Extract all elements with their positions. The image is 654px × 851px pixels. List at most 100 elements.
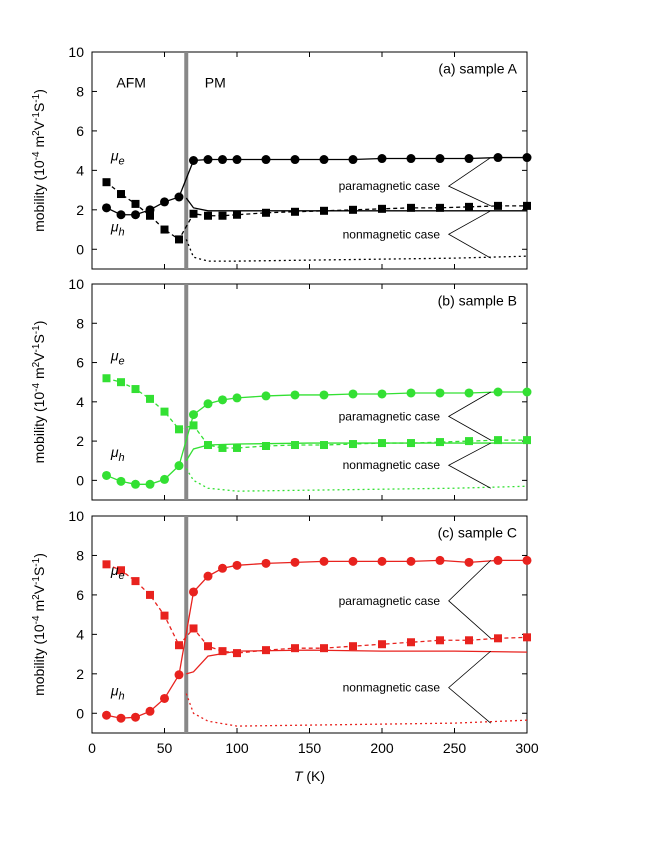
region-label: PM	[205, 75, 226, 91]
circle-marker	[160, 474, 169, 484]
square-marker	[218, 211, 227, 220]
circle-marker	[348, 155, 358, 165]
circle-marker	[290, 390, 300, 400]
panel-title: (c) sample C	[438, 525, 517, 541]
carrier-label: μh	[110, 683, 125, 703]
square-marker	[291, 441, 299, 450]
y-tick-label: 8	[76, 547, 84, 563]
circle-marker	[174, 192, 184, 202]
square-marker	[233, 649, 241, 658]
circle-marker	[522, 153, 532, 163]
square-marker	[349, 205, 357, 214]
circle-marker	[218, 155, 227, 165]
square-marker	[262, 646, 270, 655]
square-marker	[407, 439, 415, 448]
square-marker	[160, 225, 169, 234]
circle-marker	[102, 710, 111, 720]
annotation: nonmagnetic case	[343, 458, 441, 472]
pointer	[447, 391, 491, 441]
square-marker	[175, 641, 183, 650]
square-marker	[320, 441, 328, 450]
circle-marker	[377, 154, 387, 164]
square-marker	[262, 442, 270, 450]
circle-marker	[232, 560, 242, 570]
circle-marker	[189, 410, 198, 420]
y-axis-label-part: mobility (10	[31, 160, 47, 232]
carrier-symbol: μ	[110, 348, 119, 364]
carrier-subscript: h	[119, 227, 125, 239]
square-marker	[407, 203, 415, 212]
model-line	[186, 649, 528, 675]
square-marker	[160, 611, 169, 620]
y-tick-label: 10	[68, 44, 84, 60]
carrier-subscript: h	[119, 691, 125, 703]
circle-marker	[290, 155, 300, 165]
circle-marker	[290, 557, 300, 567]
circle-marker	[435, 388, 445, 398]
y-tick-label: 0	[76, 705, 84, 721]
carrier-subscript: e	[119, 356, 125, 368]
pointer	[447, 442, 491, 489]
series-line	[106, 391, 527, 485]
model-line	[185, 468, 528, 492]
square-marker	[146, 590, 154, 599]
annotation: paramagnetic case	[339, 594, 441, 608]
y-axis-label-part: -4	[31, 151, 42, 160]
circle-marker	[160, 693, 169, 703]
carrier-symbol: μ	[110, 444, 119, 460]
square-marker	[436, 636, 444, 645]
square-marker	[189, 421, 198, 430]
circle-marker	[261, 155, 271, 165]
region-label: AFM	[116, 75, 146, 91]
square-marker	[117, 190, 125, 199]
circle-marker	[174, 670, 184, 680]
square-marker	[494, 201, 502, 210]
y-axis-label-part: S	[31, 103, 47, 112]
circle-marker	[174, 461, 184, 471]
annotation: paramagnetic case	[339, 179, 441, 193]
square-marker	[131, 199, 140, 208]
y-axis-label-part: mobility (10	[31, 392, 47, 464]
carrier-label: μh	[110, 219, 125, 239]
circle-marker	[203, 155, 213, 165]
square-marker	[378, 439, 386, 448]
y-axis-label-part: )	[31, 553, 47, 558]
square-marker	[175, 425, 183, 434]
circle-marker	[435, 555, 445, 565]
square-marker	[218, 647, 227, 656]
series-line	[106, 563, 528, 654]
square-marker	[175, 235, 183, 244]
x-tick-label: 50	[157, 740, 173, 756]
carrier-symbol: μ	[110, 219, 119, 235]
square-marker	[117, 566, 125, 575]
square-marker	[436, 438, 444, 447]
y-axis-label-part: S	[31, 567, 47, 576]
y-axis-label-part: V	[31, 120, 47, 130]
x-tick-label: 300	[515, 740, 539, 756]
y-axis-label-part: -4	[31, 382, 42, 391]
y-axis-label-part: -1	[31, 557, 42, 566]
carrier-symbol: μ	[110, 148, 119, 164]
y-axis-label-part: m	[31, 600, 47, 616]
x-axis-label-part: T	[294, 768, 304, 784]
square-marker	[204, 642, 212, 651]
square-marker	[349, 440, 357, 449]
y-tick-label: 10	[68, 508, 84, 524]
pointer	[447, 157, 491, 207]
circle-marker	[131, 479, 140, 489]
carrier-subscript: e	[119, 156, 125, 168]
circle-marker	[522, 387, 532, 397]
y-tick-label: 6	[76, 123, 84, 139]
circle-marker	[116, 210, 126, 220]
y-tick-label: 2	[76, 433, 84, 449]
x-axis-label: T (K)	[294, 768, 325, 784]
y-axis-label-part: )	[31, 89, 47, 94]
y-tick-label: 10	[68, 276, 84, 292]
y-axis-label-part: -1	[31, 93, 42, 102]
y-tick-label: 0	[76, 241, 84, 257]
square-marker	[131, 577, 140, 586]
y-tick-label: 2	[76, 666, 84, 682]
circle-marker	[203, 399, 213, 409]
